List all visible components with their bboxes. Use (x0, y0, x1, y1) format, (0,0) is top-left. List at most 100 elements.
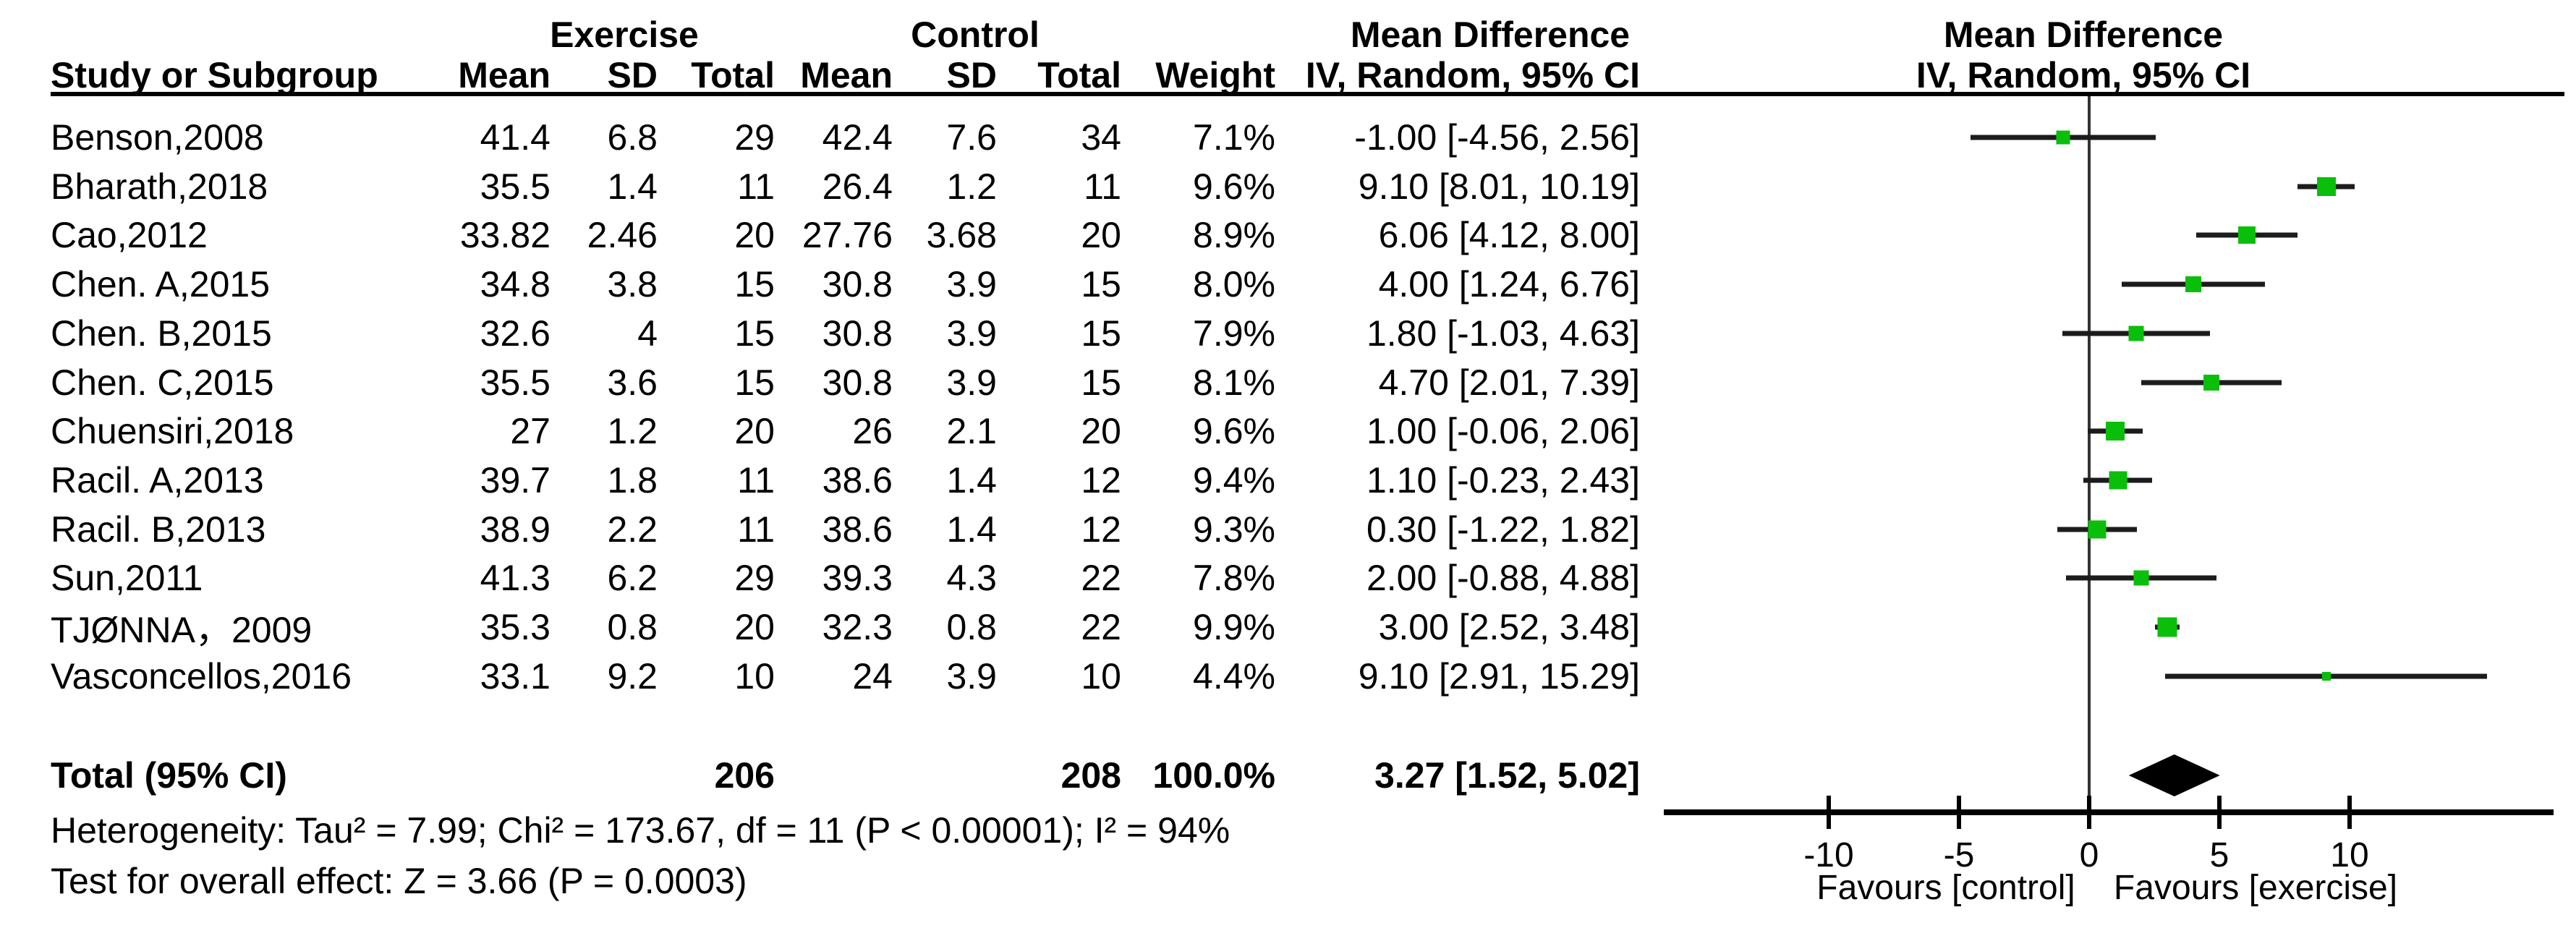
control-total-cell: 15 (1081, 264, 1121, 305)
plot-header-ci-method: IV, Random, 95% CI (1916, 55, 2251, 95)
exercise-total-cell: 20 (734, 607, 775, 647)
total-ci-text: 3.27 [1.52, 5.02] (1374, 755, 1640, 796)
point-estimate-square (2185, 276, 2201, 293)
exercise-mean-cell: 33.82 (459, 215, 551, 256)
control-total-cell: 12 (1081, 459, 1121, 501)
point-estimate-square (2321, 671, 2331, 681)
control-total-cell: 15 (1081, 362, 1121, 403)
control-sd-cell: 7.6 (946, 117, 997, 158)
md-ci-text-cell: 2.00 [-0.88, 4.88] (1366, 558, 1640, 599)
heterogeneity-text: Heterogeneity: Tau² = 7.99; Chi² = 173.6… (51, 810, 1230, 851)
control-sd-cell: 3.9 (946, 655, 997, 697)
point-estimate-square (2316, 176, 2336, 196)
control-sd-cell: 1.4 (946, 459, 997, 501)
point-estimate-square (2157, 617, 2177, 637)
study-name: Chen. C,2015 (51, 362, 274, 403)
control-mean-cell: 39.3 (822, 558, 893, 599)
point-estimate-square (2238, 226, 2256, 244)
exercise-mean-cell: 38.9 (480, 508, 551, 550)
column-header-weight: Weight (1155, 55, 1275, 95)
x-axis-tick-label: -5 (1943, 836, 1975, 874)
x-axis-tick-label: -10 (1803, 836, 1854, 874)
weight-cell: 9.6% (1193, 166, 1275, 207)
exercise-total-cell: 15 (734, 312, 775, 354)
study-name: Benson,2008 (51, 117, 264, 158)
weight-cell: 8.0% (1193, 264, 1275, 305)
x-axis-line (1664, 809, 2554, 815)
x-axis-tick (1827, 796, 1831, 829)
control-mean-cell: 26 (852, 411, 893, 452)
column-header-mean-difference-left: Mean Difference (1350, 14, 1631, 55)
control-total-cell: 15 (1081, 312, 1121, 354)
column-header-control-mean: Mean (800, 55, 893, 95)
exercise-sd-cell: 9.2 (607, 655, 658, 697)
control-total-cell: 22 (1081, 558, 1121, 599)
point-estimate-square (2056, 130, 2070, 145)
control-total-cell: 11 (1084, 166, 1121, 207)
control-mean-cell: 32.3 (822, 607, 893, 647)
favours-control-label: Favours [control] (1816, 869, 2075, 907)
control-sd-cell: 1.2 (946, 166, 997, 207)
control-mean-cell: 30.8 (822, 362, 893, 403)
column-header-exercise-total: Total (691, 55, 775, 95)
md-ci-text-cell: 1.80 [-1.03, 4.63] (1366, 312, 1640, 354)
study-name: TJØNNA，2009 (51, 610, 313, 650)
control-mean-cell: 26.4 (822, 166, 893, 207)
md-ci-text-cell: 0.30 [-1.22, 1.82] (1366, 508, 1640, 550)
column-header-exercise-mean: Mean (458, 55, 551, 95)
control-sd-cell: 3.9 (946, 362, 997, 403)
total-weight: 100.0% (1152, 755, 1275, 796)
study-name: Racil. A,2013 (51, 459, 264, 501)
point-estimate-square (2106, 422, 2125, 441)
exercise-sd-cell: 2.46 (587, 215, 658, 256)
exercise-mean-cell: 41.4 (480, 117, 551, 158)
md-ci-text-cell: 4.00 [1.24, 6.76] (1378, 264, 1640, 305)
group-header-control: Control (911, 14, 1040, 55)
exercise-sd-cell: 3.6 (607, 362, 658, 403)
exercise-total-cell: 15 (734, 264, 775, 305)
exercise-sd-cell: 1.4 (607, 166, 658, 207)
header-underline (51, 92, 2564, 96)
exercise-sd-cell: 0.8 (607, 607, 658, 647)
total-label: Total (95% CI) (51, 755, 287, 796)
exercise-mean-cell: 39.7 (480, 459, 551, 501)
exercise-total-cell: 20 (734, 411, 775, 452)
exercise-total-cell: 10 (734, 655, 775, 697)
control-mean-cell: 42.4 (822, 117, 893, 158)
exercise-mean-cell: 33.1 (480, 655, 551, 697)
column-header-study: Study or Subgroup (51, 55, 378, 95)
exercise-sd-cell: 3.8 (607, 264, 658, 305)
md-ci-text-cell: 6.06 [4.12, 8.00] (1378, 215, 1640, 256)
study-name: Racil. B,2013 (51, 508, 266, 550)
exercise-mean-cell: 35.5 (480, 362, 551, 403)
exercise-total-cell: 29 (734, 558, 775, 599)
plot-header-mean-difference: Mean Difference (1943, 14, 2224, 55)
exercise-sd-cell: 6.8 (607, 117, 658, 158)
control-sd-cell: 3.9 (946, 312, 997, 354)
control-sd-cell: 3.9 (946, 264, 997, 305)
weight-cell: 8.9% (1193, 215, 1275, 256)
exercise-mean-cell: 32.6 (480, 312, 551, 354)
column-header-ci-method-left: IV, Random, 95% CI (1305, 55, 1640, 95)
md-ci-text-cell: 3.00 [2.52, 3.48] (1378, 607, 1640, 647)
control-mean-cell: 38.6 (822, 508, 893, 550)
total-diamond (2128, 754, 2220, 796)
weight-cell: 9.6% (1193, 411, 1275, 452)
point-estimate-square (2109, 471, 2127, 490)
column-header-control-sd: SD (946, 55, 997, 95)
md-ci-text-cell: 4.70 [2.01, 7.39] (1378, 362, 1640, 403)
exercise-total-cell: 11 (737, 508, 775, 550)
control-total-cell: 20 (1081, 411, 1121, 452)
exercise-total-cell: 15 (734, 362, 775, 403)
weight-cell: 7.8% (1193, 558, 1275, 599)
control-sd-cell: 0.8 (946, 607, 997, 647)
x-axis-tick (2347, 796, 2352, 829)
study-name: Cao,2012 (51, 215, 208, 256)
exercise-mean-cell: 35.5 (480, 166, 551, 207)
exercise-sd-cell: 4 (637, 312, 658, 354)
point-estimate-square (2088, 520, 2107, 539)
exercise-sd-cell: 1.2 (607, 411, 658, 452)
x-axis-tick (1957, 796, 1961, 829)
group-header-exercise: Exercise (550, 14, 699, 55)
